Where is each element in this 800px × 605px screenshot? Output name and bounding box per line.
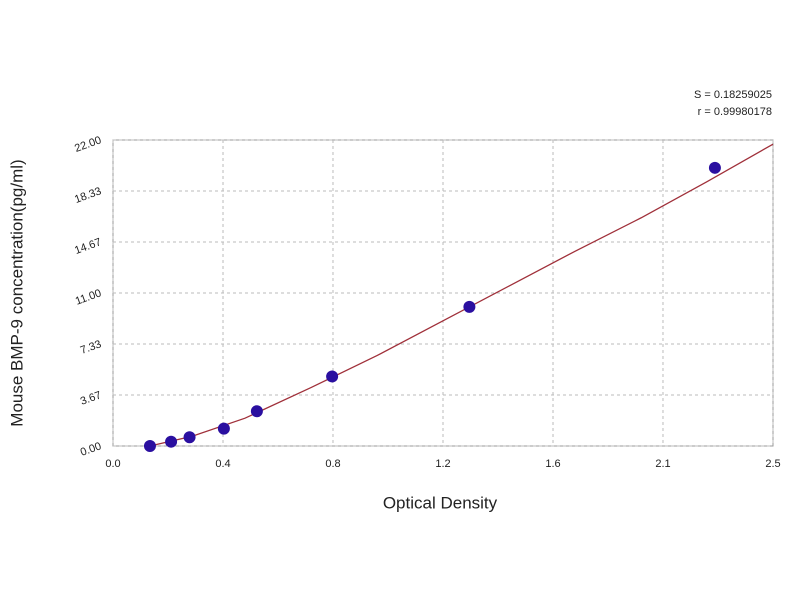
y-tick-label: 18.33 — [73, 185, 103, 206]
data-point — [165, 435, 178, 448]
annotation: S = 0.18259025 — [694, 89, 772, 101]
x-tick-label: 0.8 — [325, 458, 340, 470]
y-tick-label: 14.67 — [73, 236, 103, 257]
x-tick-label: 2.5 — [765, 458, 780, 470]
y-tick-label: 3.67 — [79, 389, 103, 408]
data-point — [217, 422, 230, 435]
y-axis-title: Mouse BMP-9 concentration(pg/ml) — [7, 159, 26, 426]
y-tick-label: 22.00 — [73, 134, 103, 155]
x-tick-label: 0.4 — [215, 458, 230, 470]
data-point — [326, 370, 339, 383]
data-point — [463, 300, 476, 313]
annotation: r = 0.99980178 — [698, 106, 772, 118]
x-tick-label: 0.0 — [105, 458, 120, 470]
y-tick-label: 0.00 — [79, 440, 103, 459]
y-tick-label: 11.00 — [74, 287, 103, 307]
data-point — [183, 431, 196, 444]
y-tick-label: 7.33 — [79, 338, 103, 357]
data-point — [143, 440, 156, 452]
fit-curve — [149, 143, 774, 447]
x-axis-title: Optical Density — [383, 493, 498, 512]
data-point — [708, 161, 721, 174]
data-point — [250, 405, 263, 418]
x-tick-label: 1.2 — [435, 458, 450, 470]
x-tick-label: 2.1 — [655, 458, 670, 470]
x-tick-label: 1.6 — [545, 458, 560, 470]
